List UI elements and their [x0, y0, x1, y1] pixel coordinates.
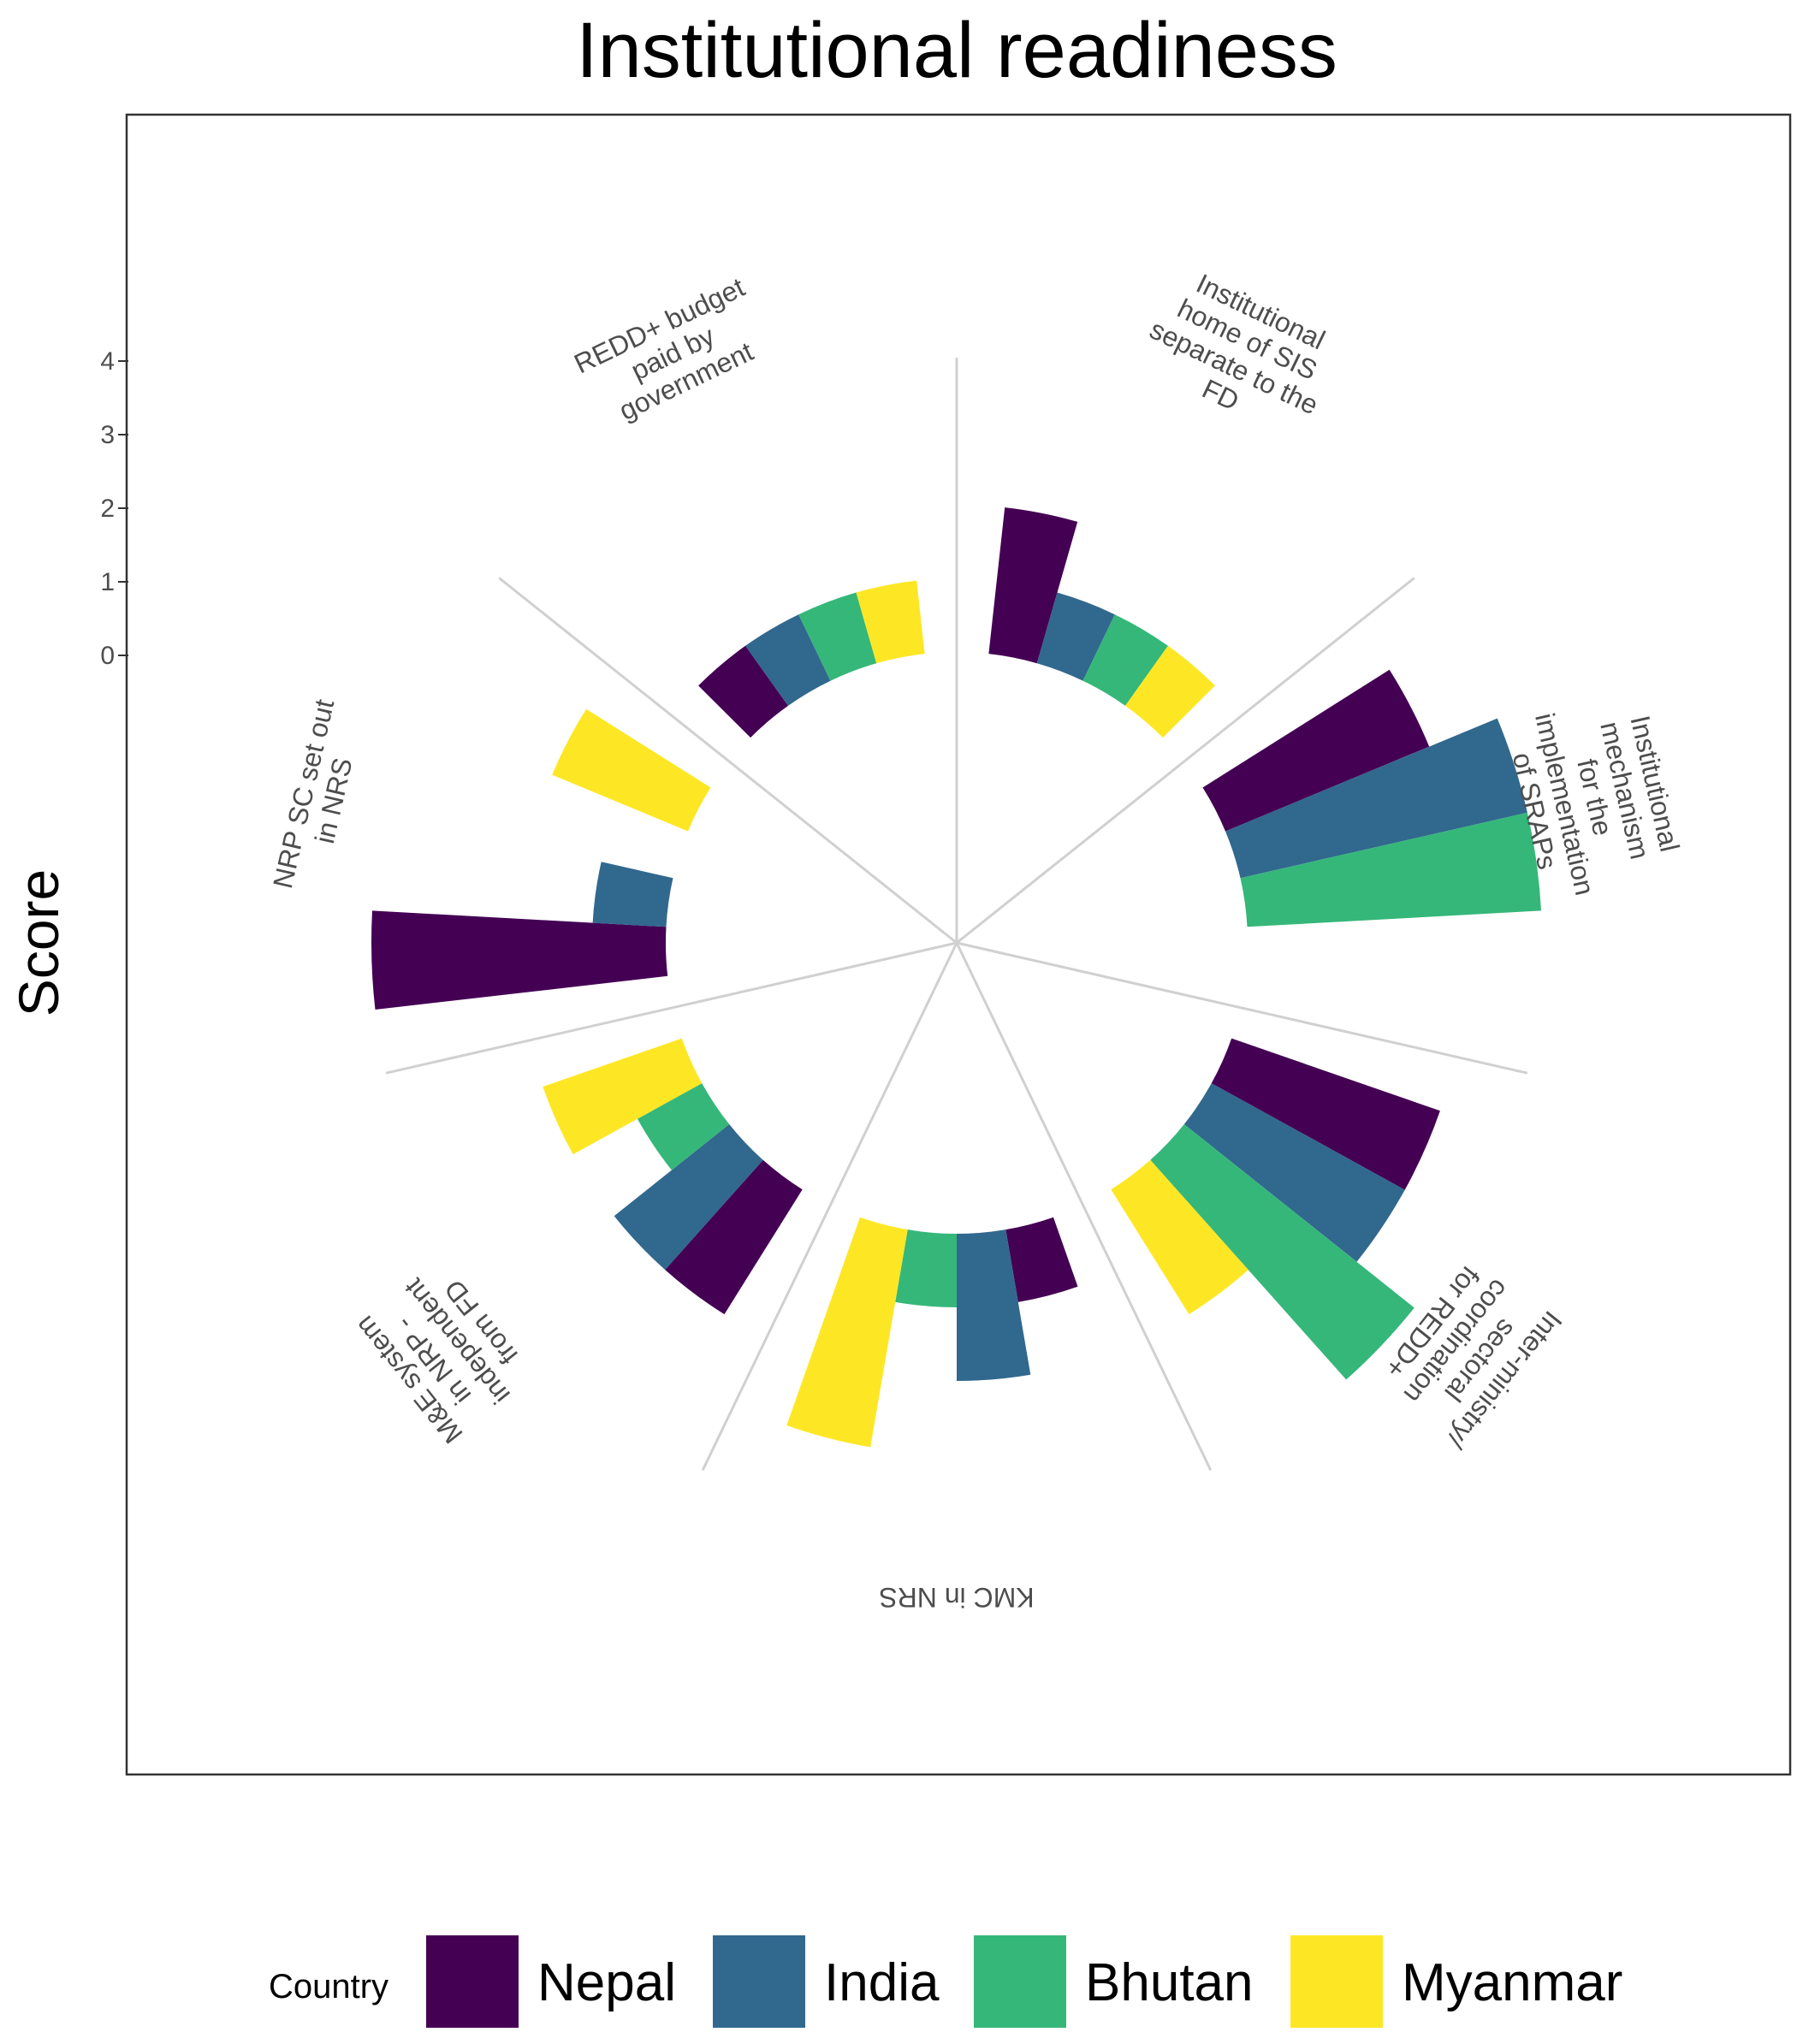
bars [371, 507, 1541, 1448]
bar-nepal-0 [988, 507, 1078, 664]
spoke-line [955, 942, 1213, 1471]
bar-bhutan-0 [1082, 614, 1168, 706]
y-axis-label: Score [7, 869, 70, 1016]
spoke-line [385, 941, 958, 1075]
bar-myanmar-4 [543, 1038, 703, 1155]
y-tick-label: 0 [100, 642, 115, 670]
bar-myanmar-3 [786, 1217, 908, 1448]
category-label: KMC in NRS [879, 1582, 1034, 1613]
legend: Country Nepal India Bhutan Myanmar [269, 1935, 1622, 2028]
spoke-line [498, 577, 958, 945]
legend-label-bhutan: Bhutan [1085, 1953, 1254, 2012]
bar-nepal-6 [698, 645, 788, 738]
bar-bhutan-6 [798, 592, 877, 681]
bar-bhutan-2 [1150, 1124, 1415, 1380]
bar-bhutan-1 [1240, 812, 1541, 927]
legend-swatch-nepal [426, 1935, 519, 2028]
bar-india-0 [1036, 592, 1115, 681]
legend-swatch-bhutan [974, 1935, 1066, 2028]
legend-label-myanmar: Myanmar [1402, 1953, 1622, 2012]
spoke-lines [385, 358, 1528, 1471]
chart-title: Institutional readiness [576, 7, 1337, 94]
bar-nepal-1 [1202, 669, 1430, 832]
bar-bhutan-3 [895, 1229, 957, 1307]
bar-nepal-3 [1005, 1217, 1078, 1302]
y-tick-label: 4 [100, 347, 115, 376]
bar-nepal-4 [665, 1159, 803, 1315]
spoke-line [956, 577, 1415, 945]
legend-swatch-india [713, 1935, 805, 2028]
legend-swatch-myanmar [1290, 1935, 1383, 2028]
bar-bhutan-4 [637, 1083, 730, 1170]
y-tick-label: 1 [100, 568, 115, 596]
bar-india-3 [957, 1229, 1031, 1381]
bar-india-4 [614, 1124, 763, 1271]
y-axis-ticks: 0 1 2 3 4 [100, 347, 128, 670]
legend-label-nepal: Nepal [537, 1953, 676, 2012]
bar-india-6 [745, 614, 831, 706]
spoke-line [701, 942, 958, 1471]
bar-myanmar-5 [552, 708, 711, 832]
bar-myanmar-2 [1111, 1159, 1248, 1315]
spoke-line [956, 941, 1528, 1075]
y-tick-label: 2 [100, 495, 115, 523]
plot-panel-border [125, 113, 1792, 1776]
bar-india-1 [1225, 718, 1527, 879]
bar-india-5 [592, 862, 673, 927]
legend-title: Country [269, 1968, 388, 2005]
bar-nepal-5 [371, 910, 668, 1010]
bar-myanmar-0 [1125, 645, 1215, 738]
bar-myanmar-6 [856, 580, 925, 664]
y-tick-label: 3 [100, 421, 115, 449]
bar-india-2 [1183, 1083, 1405, 1262]
category-label-group: KMC in NRS [879, 1582, 1034, 1613]
legend-label-india: India [824, 1953, 940, 2012]
bar-nepal-2 [1211, 1038, 1440, 1190]
